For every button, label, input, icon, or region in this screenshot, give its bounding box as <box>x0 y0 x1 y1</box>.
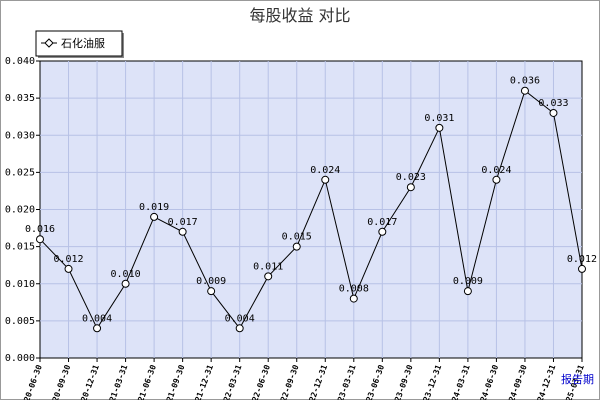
x-tick-label: 2023-03-31 <box>333 363 358 400</box>
data-label: 0.033 <box>538 98 568 109</box>
data-point <box>492 175 501 184</box>
data-point <box>549 108 558 117</box>
legend-entry: 石化油服 <box>61 36 105 50</box>
x-tick-label: 2023-06-30 <box>361 363 386 400</box>
data-label: 0.023 <box>396 172 426 183</box>
data-label: 0.012 <box>567 254 597 265</box>
data-label: 0.016 <box>25 224 55 235</box>
legend: 石化油服 <box>35 30 124 58</box>
y-tick-label: 0.000 <box>5 353 35 364</box>
data-label: 0.024 <box>481 165 511 176</box>
y-tick-label: 0.030 <box>5 130 35 141</box>
x-tick-label: 2024-06-30 <box>475 363 500 400</box>
data-point <box>36 235 44 244</box>
data-point <box>178 227 187 236</box>
data-point <box>378 227 387 236</box>
y-tick-label: 0.040 <box>5 56 35 67</box>
chart-title: 每股收益 对比 <box>249 6 350 25</box>
data-point <box>207 287 216 296</box>
data-label: 0.015 <box>282 232 312 243</box>
y-tick-label: 0.010 <box>5 279 35 290</box>
data-point <box>64 264 73 273</box>
data-label: 0.017 <box>168 217 198 228</box>
data-label: 0.012 <box>53 254 83 265</box>
series-line <box>39 89 583 330</box>
data-label: 0.024 <box>310 165 340 176</box>
data-point <box>292 242 301 251</box>
data-point <box>264 272 273 281</box>
data-point <box>150 212 159 221</box>
x-tick-label: 2022-03-31 <box>219 363 244 400</box>
data-label: 0.009 <box>453 276 483 287</box>
x-tick-label: 2021-12-31 <box>190 363 215 400</box>
x-tick-label: 2024-09-30 <box>504 363 529 400</box>
data-label: 0.031 <box>424 113 454 124</box>
x-tick-label: 2023-12-31 <box>418 363 443 400</box>
y-tick-label: 0.020 <box>5 205 35 216</box>
data-label: 0.019 <box>139 202 169 213</box>
x-tick-label: 2021-06-30 <box>133 363 158 400</box>
x-tick-label: 2022-09-30 <box>276 363 301 400</box>
x-tick-label: 2023-09-30 <box>390 363 415 400</box>
plot-area: 0.000 0.005 0.010 0.015 0.020 0.025 0.030 0.035… <box>5 56 597 400</box>
x-tick-label: 2024-12-31 <box>532 363 557 400</box>
data-point <box>406 183 415 192</box>
x-tick-label: 2021-03-31 <box>105 363 130 400</box>
x-tick-label: 2020-09-30 <box>47 363 72 400</box>
data-point <box>235 324 244 333</box>
data-label: 0.017 <box>367 217 397 228</box>
x-tick-label: 2021-09-30 <box>162 363 187 400</box>
data-label: 0.004 <box>82 313 112 324</box>
data-label: 0.004 <box>225 313 255 324</box>
data-point <box>349 294 358 303</box>
data-point <box>321 175 330 184</box>
data-label: 0.011 <box>253 261 283 272</box>
data-point <box>435 123 444 132</box>
data-label: 0.036 <box>510 76 540 87</box>
data-label: 0.008 <box>339 284 369 295</box>
x-tick-label: 2020-06-30 <box>19 363 44 400</box>
data-point <box>520 86 529 95</box>
data-label: 0.009 <box>196 276 226 287</box>
data-point <box>121 279 130 288</box>
y-tick-label: 0.015 <box>5 242 35 253</box>
data-point <box>463 287 472 296</box>
legend-marker-icon <box>44 38 54 48</box>
y-tick-label: 0.005 <box>5 316 35 327</box>
y-tick-label: 0.025 <box>5 167 35 178</box>
x-tick-label: 2022-12-31 <box>304 363 329 400</box>
data-point <box>578 264 586 273</box>
x-tick-label: 2022-06-30 <box>247 363 272 400</box>
x-tick-label: 2020-12-31 <box>76 363 101 400</box>
y-tick-label: 0.035 <box>5 93 35 104</box>
x-axis-period-label: 报告期 <box>561 372 594 386</box>
data-label: 0.010 <box>111 269 141 280</box>
data-point <box>93 324 102 333</box>
x-tick-label: 2024-03-31 <box>447 363 472 400</box>
